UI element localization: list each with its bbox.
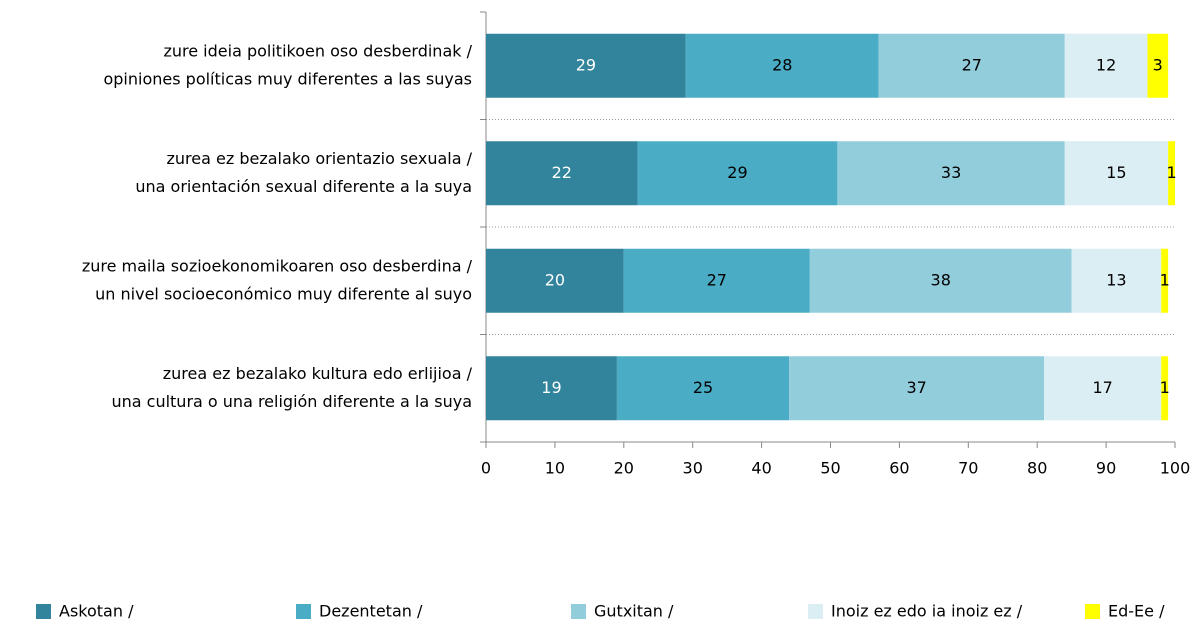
bar-segment (685, 33, 879, 98)
bar-segment (789, 356, 1045, 421)
data-label: 22 (552, 163, 572, 182)
legend-swatch (296, 604, 311, 619)
bar-segment (486, 33, 686, 98)
legend-label: Inoiz ez edo ia inoiz ez / (831, 602, 1023, 621)
bar-segment (486, 356, 617, 421)
x-tick-label: 100 (1160, 459, 1191, 478)
bar-segment (486, 248, 624, 313)
bar-segment (837, 141, 1065, 206)
bar-segment (616, 356, 790, 421)
data-label: 38 (931, 270, 951, 289)
bar-segment (1071, 248, 1162, 313)
bar-segment (1161, 248, 1169, 313)
data-label: 12 (1096, 55, 1116, 74)
category-label: opiniones políticas muy diferentes a las… (103, 69, 472, 88)
bar-segment (1161, 356, 1169, 421)
category-label: zure maila sozioekonomikoaren oso desber… (82, 256, 473, 275)
legend-swatch (36, 604, 51, 619)
legend-label: Gutxitan / (594, 602, 674, 621)
legend-label: Dezentetan / (319, 602, 423, 621)
data-label: 1 (1160, 378, 1170, 397)
bar-segment (1064, 141, 1169, 206)
category-label: una cultura o una religión diferente a l… (111, 392, 472, 411)
bar-segment (623, 248, 810, 313)
x-tick-label: 0 (481, 459, 491, 478)
category-label: una orientación sexual diferente a la su… (135, 177, 472, 196)
data-label: 13 (1106, 270, 1126, 289)
data-label: 28 (772, 55, 792, 74)
bar-segment (809, 248, 1072, 313)
category-label: un nivel socioeconómico muy diferente al… (95, 284, 472, 303)
data-label: 27 (962, 55, 982, 74)
legend-label: Askotan / (59, 602, 134, 621)
bar-segment (1064, 33, 1148, 98)
data-label: 19 (541, 378, 561, 397)
x-tick-label: 10 (545, 459, 565, 478)
x-tick-label: 80 (1027, 459, 1047, 478)
x-tick-label: 30 (683, 459, 703, 478)
bar-segment (486, 141, 638, 206)
bar-segment (637, 141, 838, 206)
data-label: 17 (1092, 378, 1112, 397)
data-label: 20 (545, 270, 565, 289)
x-tick-label: 40 (751, 459, 771, 478)
x-tick-label: 20 (614, 459, 634, 478)
legend-swatch (571, 604, 586, 619)
category-label: zure ideia politikoen oso desberdinak / (163, 41, 472, 60)
x-tick-label: 90 (1096, 459, 1116, 478)
category-label: zurea ez bezalako orientazio sexuala / (167, 149, 473, 168)
x-tick-label: 50 (820, 459, 840, 478)
data-label: 27 (707, 270, 727, 289)
x-tick-label: 60 (889, 459, 909, 478)
data-label: 29 (576, 55, 596, 74)
data-label: 37 (906, 378, 926, 397)
bar-segment (1147, 33, 1169, 98)
bar-segment (1044, 356, 1162, 421)
data-label: 25 (693, 378, 713, 397)
data-label: 33 (941, 163, 961, 182)
x-tick-label: 70 (958, 459, 978, 478)
legend-swatch (1085, 604, 1100, 619)
data-label: 29 (727, 163, 747, 182)
legend-swatch (808, 604, 823, 619)
legend-label: Ed-Ee / (1108, 602, 1165, 621)
category-label: zurea ez bezalako kultura edo erlijioa / (163, 364, 473, 383)
data-label: 15 (1106, 163, 1126, 182)
data-label: 1 (1160, 270, 1170, 289)
data-label: 1 (1166, 163, 1176, 182)
data-label: 3 (1153, 55, 1163, 74)
bar-segment (878, 33, 1065, 98)
bar-segment (1168, 141, 1175, 206)
